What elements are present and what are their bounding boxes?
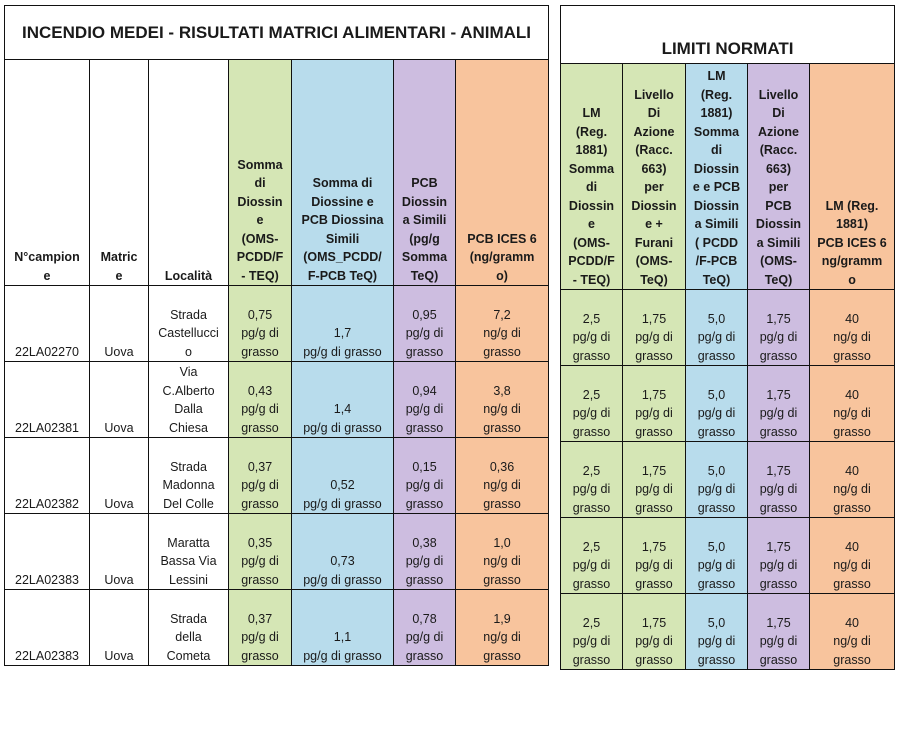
table-cell: 0,38 pg/g di grasso [393,513,456,590]
table-cell: 40 ng/g di grasso [808,365,896,442]
table-cell: Strada Castellucci o [148,285,229,362]
table-cell: 1,75 pg/g di grasso [747,593,810,670]
table-row: 2,5 pg/g di grasso 1,75 pg/g di grasso 5,0 pg/g… [560,365,896,442]
column-header: N°campion e [4,59,90,286]
column-header: LM (Reg. 1881) Somma di Diossin e e PCB Diossin… [685,63,748,290]
table-cell: 0,37 pg/g di grasso [228,589,292,666]
table-row: 2,5 pg/g di grasso 1,75 pg/g di grasso 5,0 pg/g… [560,593,896,670]
table-cell: 5,0 pg/g di grasso [685,289,748,366]
table-cell: 0,78 pg/g di grasso [393,589,456,666]
table-row: 22LA02382 Uova Strada Madonna Del Colle 0,37 p… [4,437,550,514]
table-row: 22LA02381 Uova Via C.Alberto Dalla Chiesa 0,43… [4,361,550,438]
table-cell: 0,75 pg/g di grasso [228,285,292,362]
table-cell: 1,75 pg/g di grasso [622,517,686,594]
table-cell: 2,5 pg/g di grasso [560,441,623,518]
table-cell: 5,0 pg/g di grasso [685,517,748,594]
column-header: Matric e [89,59,149,286]
column-header: Livello Di Azione (Racc. 663) per PCB Diossin a … [747,63,810,290]
table-cell: 1,0 ng/g di grasso [454,513,550,590]
table-cell: 1,75 pg/g di grasso [622,289,686,366]
table-cell: Uova [89,361,149,438]
results-table: INCENDIO MEDEI - RISULTATI MATRICI ALIME… [3,5,550,666]
table-cell: 22LA02383 [4,589,90,666]
table-cell: 1,75 pg/g di grasso [747,517,810,594]
table-cell: 7,2 ng/g di grasso [454,285,550,362]
table-cell: Uova [89,285,149,362]
table-cell: 0,35 pg/g di grasso [228,513,292,590]
table-cell: 2,5 pg/g di grasso [560,289,623,366]
table-row: 2,5 pg/g di grasso 1,75 pg/g di grasso 5,0 pg/g… [560,517,896,594]
table-cell: 1,75 pg/g di grasso [747,365,810,442]
table-row: 22LA02383 Uova Strada della Cometa 0,37 pg/g d… [4,589,550,666]
column-header: LM (Reg. 1881) PCB ICES 6 ng/gramm o [808,63,896,290]
table-cell: Strada Madonna Del Colle [148,437,229,514]
table-cell: Strada della Cometa [148,589,229,666]
table-cell: 3,8 ng/g di grasso [454,361,550,438]
table-cell: 40 ng/g di grasso [808,593,896,670]
column-header: LM (Reg. 1881) Somma di Diossin e (OMS- PCDD/F - … [560,63,623,290]
table-cell: 1,75 pg/g di grasso [622,593,686,670]
table-cell: 22LA02383 [4,513,90,590]
table-cell: 22LA02382 [4,437,90,514]
table-cell: 22LA02270 [4,285,90,362]
table-cell: 0,43 pg/g di grasso [228,361,292,438]
table-row: 2,5 pg/g di grasso 1,75 pg/g di grasso 5,0 pg/g… [560,441,896,518]
results-title: INCENDIO MEDEI - RISULTATI MATRICI ALIME… [3,5,550,60]
table-cell: 0,95 pg/g di grasso [393,285,456,362]
table-cell: 2,5 pg/g di grasso [560,517,623,594]
table-cell: 1,9 ng/g di grasso [454,589,550,666]
table-row: 22LA02270 Uova Strada Castellucci o 0,75 pg/g … [4,285,550,362]
table-cell: 40 ng/g di grasso [808,441,896,518]
table-cell: 0,52 pg/g di grasso [291,437,394,514]
column-header: Somma di Diossin e (OMS- PCDD/F - TEQ) [228,59,292,286]
table-cell: 1,1 pg/g di grasso [291,589,394,666]
table-cell: Uova [89,513,149,590]
table-cell: 5,0 pg/g di grasso [685,593,748,670]
table-cell: 0,36 ng/g di grasso [454,437,550,514]
column-header: Località [148,59,229,286]
table-cell: 5,0 pg/g di grasso [685,441,748,518]
table-cell: 40 ng/g di grasso [808,517,896,594]
table-cell: 1,7 pg/g di grasso [291,285,394,362]
table-cell: Maratta Bassa Via Lessini [148,513,229,590]
table-cell: Uova [89,589,149,666]
table-cell: 0,94 pg/g di grasso [393,361,456,438]
table-cell: 1,75 pg/g di grasso [622,365,686,442]
table-cell: Via C.Alberto Dalla Chiesa [148,361,229,438]
table-cell: 1,75 pg/g di grasso [622,441,686,518]
table-cell: 0,15 pg/g di grasso [393,437,456,514]
column-header: Livello Di Azione (Racc. 663) per Diossin e + Fu… [622,63,686,290]
table-cell: 0,37 pg/g di grasso [228,437,292,514]
column-header: PCB Diossin a Simili (pg/g Somma TeQ) [393,59,456,286]
column-header: PCB ICES 6 (ng/gramm o) [454,59,550,286]
table-cell: 22LA02381 [4,361,90,438]
table-cell: 2,5 pg/g di grasso [560,365,623,442]
table-cell: 2,5 pg/g di grasso [560,593,623,670]
table-cell: 40 ng/g di grasso [808,289,896,366]
table-cell: 1,75 pg/g di grasso [747,289,810,366]
table-cell: 1,4 pg/g di grasso [291,361,394,438]
table-cell: 1,75 pg/g di grasso [747,441,810,518]
table-cell: Uova [89,437,149,514]
column-header: Somma di Diossine e PCB Diossina Simili (OMS… [291,59,394,286]
table-cell: 5,0 pg/g di grasso [685,365,748,442]
limits-title: LIMITI NORMATI [559,5,896,64]
limits-table: LIMITI NORMATI LM (Reg. 1881) Somma di Diossi… [559,5,896,670]
table-row: 22LA02383 Uova Maratta Bassa Via Lessini 0,35… [4,513,550,590]
table-cell: 0,73 pg/g di grasso [291,513,394,590]
table-row: 2,5 pg/g di grasso 1,75 pg/g di grasso 5,0 pg/g… [560,289,896,366]
